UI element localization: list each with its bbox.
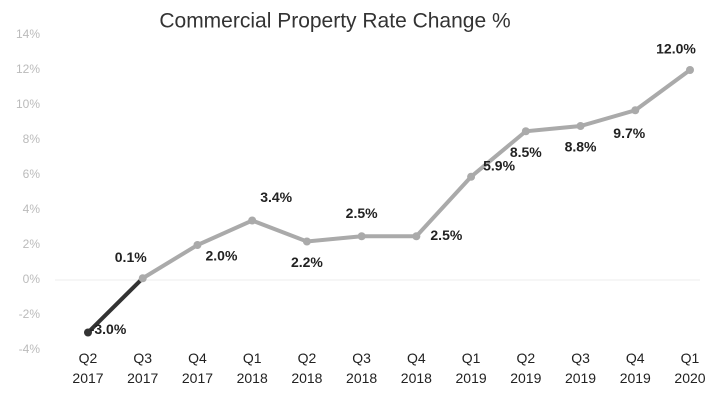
x-tick-label: Q4 2019 [620,350,651,386]
y-tick-label: -2% [19,307,41,321]
x-tick-label: Q1 2019 [456,350,487,386]
point [467,172,476,181]
data-label: 2.5% [430,227,462,243]
data-label: 5.9% [483,157,515,173]
data-label: 3.4% [260,189,292,205]
x-tick-label: Q1 2020 [674,350,705,386]
y-tick-label: -4% [19,342,41,356]
negative-segment [86,276,145,334]
point [576,122,585,130]
y-tick-label: 8% [23,132,41,146]
data-label: 0.1% [115,249,147,265]
data-label: 2.5% [346,205,378,221]
y-tick-label: 0% [23,272,41,286]
point [302,237,311,246]
y-tick-label: 2% [23,237,41,251]
x-tick-label: Q4 2017 [182,350,213,386]
line [86,68,692,334]
point [412,232,421,241]
point [631,106,640,115]
x-tick-label: Q1 2018 [237,350,268,386]
y-tick-label: 14% [16,27,40,41]
x-tick-label: Q3 2019 [565,350,596,386]
data-label: 12.0% [656,41,696,57]
x-tick-label: Q2 2017 [72,350,103,386]
data-label: 8.5% [510,144,542,160]
point [521,127,530,136]
y-tick-label: 12% [16,62,40,76]
data-label: 9.7% [613,125,645,141]
point [686,66,694,74]
x-tick-label: Q2 2019 [510,350,541,386]
x-tick-label: Q2 2018 [291,350,322,386]
data-label: 2.0% [205,248,237,264]
chart-title: Commercial Property Rate Change % [159,10,510,33]
y-tick-label: 4% [23,202,41,216]
point [248,216,257,225]
point [357,232,366,241]
x-tick-label: Q3 2017 [127,350,158,386]
x-tick-label: Q3 2018 [346,350,377,386]
point [84,328,92,337]
point [138,274,147,283]
data-label: -3.0% [90,321,127,337]
data-label: 8.8% [565,139,597,155]
x-tick-label: Q4 2018 [401,350,432,386]
y-tick-label: 6% [23,167,41,181]
data-label: 2.2% [291,254,323,270]
y-tick-label: 10% [16,97,40,111]
point [193,241,202,249]
